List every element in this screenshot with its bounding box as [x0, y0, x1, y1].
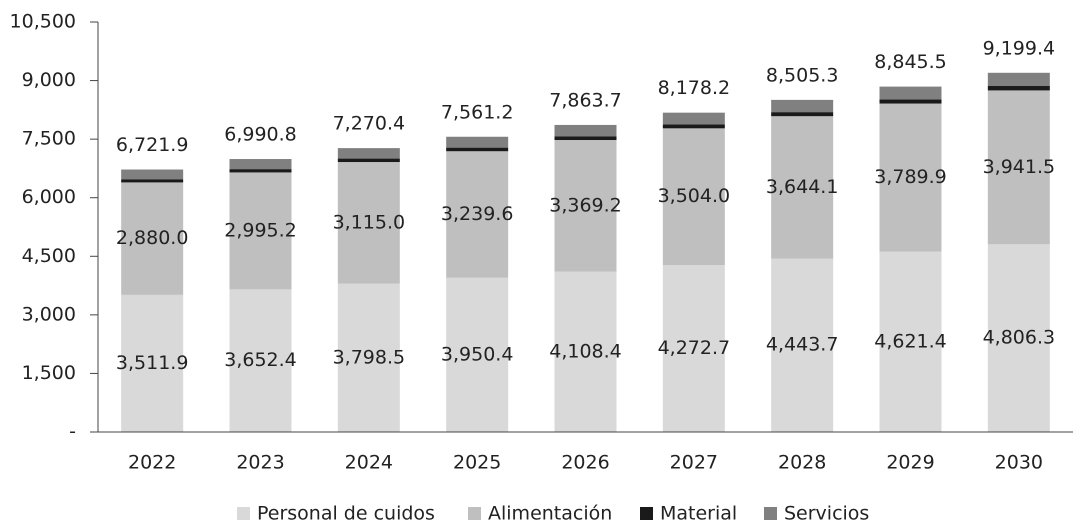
legend-label: Servicios [784, 503, 869, 525]
y-tick-label: 10,500 [10, 11, 76, 33]
bar-segment [879, 103, 942, 252]
bar-segment [446, 151, 509, 278]
data-label: 3,115.0 [333, 211, 406, 233]
total-label: 6,721.9 [116, 134, 189, 156]
bar-segment [987, 90, 1050, 245]
data-label: 4,108.4 [549, 340, 622, 362]
y-tick-label: 1,500 [22, 362, 76, 384]
x-tick-label: 2030 [995, 452, 1043, 474]
data-label: 4,621.4 [874, 330, 947, 352]
total-label: 6,990.8 [224, 124, 297, 146]
legend-swatch [764, 507, 777, 520]
x-tick-label: 2026 [561, 452, 609, 474]
x-tick-label: 2027 [670, 452, 718, 474]
data-label: 3,789.9 [874, 166, 947, 188]
bar-segment [229, 172, 292, 290]
y-tick-label: 6,000 [22, 186, 76, 208]
data-label: 2,880.0 [116, 227, 189, 249]
y-tick-label: 4,500 [22, 245, 76, 267]
bar-segment [662, 265, 725, 432]
x-tick-label: 2028 [778, 452, 826, 474]
bar-segment [446, 147, 509, 152]
data-label: 3,941.5 [983, 156, 1056, 178]
data-label: 3,798.5 [333, 346, 406, 368]
x-tick-label: 2025 [453, 452, 501, 474]
bar-segment [771, 99, 834, 113]
legend-label: Material [660, 503, 737, 525]
bar-segment [446, 136, 509, 148]
bar-segment [121, 182, 184, 295]
total-label: 8,178.2 [658, 77, 731, 99]
bar-segment [554, 136, 617, 141]
bar-segment [771, 116, 834, 259]
bar-segment [554, 124, 617, 137]
total-label: 7,561.2 [441, 101, 514, 123]
total-label: 9,199.4 [983, 37, 1056, 59]
bar-segment [446, 277, 509, 432]
total-label: 8,505.3 [766, 64, 839, 86]
total-label: 7,270.4 [333, 113, 406, 135]
data-label: 4,272.7 [658, 337, 731, 359]
legend-label: Alimentación [488, 503, 612, 525]
data-label: 3,511.9 [116, 352, 189, 374]
legend-label: Personal de cuidos [257, 503, 435, 525]
bar-segment [987, 244, 1050, 432]
bar-segment [121, 294, 184, 432]
bar-segment [337, 148, 400, 159]
data-label: 3,950.4 [441, 343, 514, 365]
total-label: 7,863.7 [549, 89, 622, 111]
bar-segment [229, 159, 292, 170]
bar-segment [662, 124, 725, 129]
bar-segment [771, 112, 834, 117]
data-label: 3,652.4 [224, 349, 297, 371]
legend-swatch [468, 507, 481, 520]
x-tick-label: 2029 [886, 452, 934, 474]
bar-segment [554, 271, 617, 432]
data-label: 4,806.3 [983, 327, 1056, 349]
bar-segment [879, 86, 942, 100]
y-tick-label: 7,500 [22, 128, 76, 150]
y-tick-label: 3,000 [22, 303, 76, 325]
data-label: 3,644.1 [766, 176, 839, 198]
data-label: 2,995.2 [224, 219, 297, 241]
bar-segment [987, 72, 1050, 87]
bar-segment [554, 140, 617, 272]
bar-segment [879, 99, 942, 104]
y-tick-label: 9,000 [22, 69, 76, 91]
data-label: 3,239.6 [441, 203, 514, 225]
y-tick-label: - [69, 421, 76, 443]
bar-segment [229, 169, 292, 173]
bar-segment [337, 162, 400, 284]
data-label: 3,504.0 [658, 185, 731, 207]
bar-segment [879, 251, 942, 432]
bar-segment [337, 158, 400, 163]
bar-segment [121, 169, 184, 180]
bar-segment [662, 128, 725, 266]
bar-segment [987, 86, 1050, 91]
bar-segment [337, 283, 400, 432]
total-label: 8,845.5 [874, 51, 947, 73]
x-tick-label: 2022 [128, 452, 176, 474]
bar-segment [121, 179, 184, 183]
bar-segment [229, 289, 292, 432]
data-label: 3,369.2 [549, 194, 622, 216]
legend-swatch [237, 507, 250, 520]
x-tick-label: 2024 [345, 452, 393, 474]
bar-segment [662, 112, 725, 125]
legend-swatch [640, 507, 653, 520]
data-label: 4,443.7 [766, 334, 839, 356]
x-tick-label: 2023 [236, 452, 284, 474]
bar-segment [771, 258, 834, 432]
